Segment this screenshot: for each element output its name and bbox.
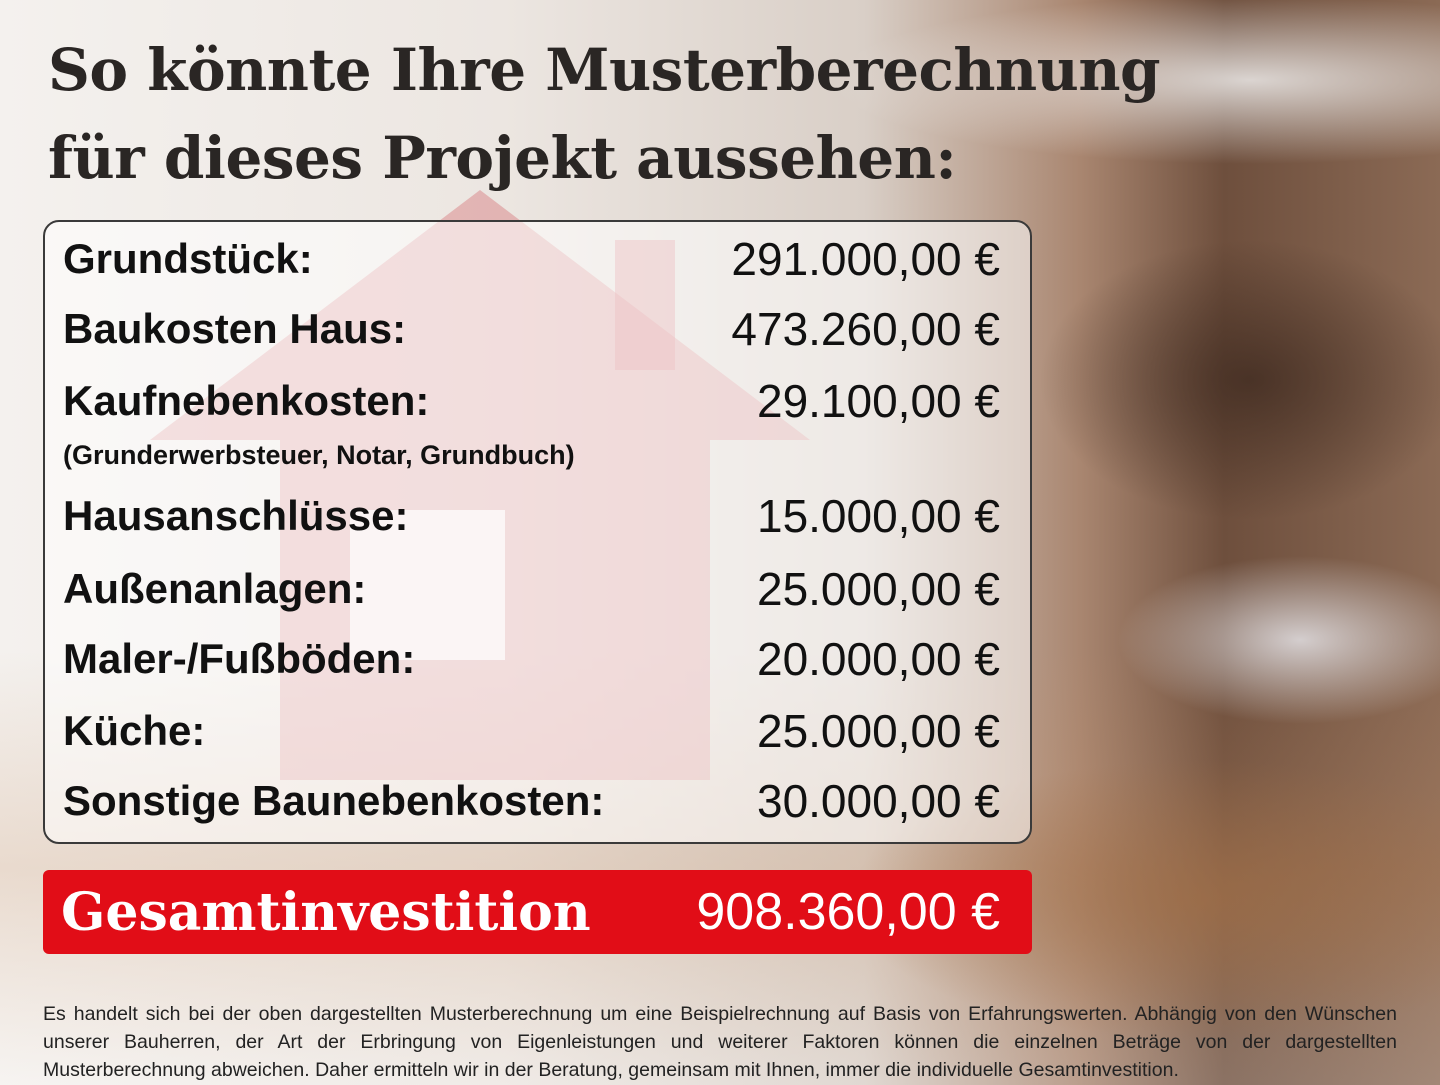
cost-row-aussenanlagen: Außenanlagen: 25.000,00 € xyxy=(63,559,1000,619)
cost-row-sonstige: Sonstige Baunebenkosten: 30.000,00 € xyxy=(63,771,1000,831)
total-banner: Gesamtinvestition 908.360,00 € xyxy=(43,870,1032,954)
cost-row-baukosten: Baukosten Haus: 473.260,00 € xyxy=(63,299,1000,359)
cost-label: Sonstige Baunebenkosten: xyxy=(63,777,605,824)
cost-label: Maler-/Fußböden: xyxy=(63,635,416,682)
cost-row-kueche: Küche: 25.000,00 € xyxy=(63,701,1000,761)
cost-row-hausanschluesse: Hausanschlüsse: 15.000,00 € xyxy=(63,486,1000,546)
cost-label: Baukosten Haus: xyxy=(63,305,407,352)
cost-label: Außenanlagen: xyxy=(63,565,367,612)
cost-value: 30.000,00 € xyxy=(756,775,1000,827)
cost-breakdown-table: Grundstück: 291.000,00 € Baukosten Haus: 4… xyxy=(43,220,1032,844)
cost-label: Grundstück: xyxy=(63,235,313,282)
cost-value: 473.260,00 € xyxy=(731,303,1000,355)
title-line-2: für dieses Projekt aussehen: xyxy=(48,124,957,192)
total-label: Gesamtinvestition xyxy=(61,881,591,943)
cost-value: 25.000,00 € xyxy=(756,705,1000,757)
cost-value: 25.000,00 € xyxy=(756,563,1000,615)
cost-label: Hausanschlüsse: xyxy=(63,492,409,539)
cost-row-kaufnebenkosten: Kaufnebenkosten: 29.100,00 € xyxy=(63,371,1000,431)
cost-value: 15.000,00 € xyxy=(756,490,1000,542)
cost-value: 20.000,00 € xyxy=(756,633,1000,685)
title-line-1: So könnte Ihre Musterberechnung xyxy=(48,36,1161,104)
cost-label: Kaufnebenkosten: xyxy=(63,377,430,424)
cost-note: (Grunderwerbsteuer, Notar, Grundbuch) xyxy=(63,440,575,470)
cost-value: 29.100,00 € xyxy=(756,375,1000,427)
cost-label: Küche: xyxy=(63,707,206,754)
page-title: So könnte Ihre Musterberechnung für dies… xyxy=(48,26,1161,202)
disclaimer-text: Es handelt sich bei der oben dargestellt… xyxy=(43,1002,1397,1081)
cost-row-maler: Maler-/Fußböden: 20.000,00 € xyxy=(63,629,1000,689)
cost-row-grundstueck: Grundstück: 291.000,00 € xyxy=(63,229,1000,289)
total-value: 908.360,00 € xyxy=(696,883,1000,941)
cost-value: 291.000,00 € xyxy=(731,233,1000,285)
